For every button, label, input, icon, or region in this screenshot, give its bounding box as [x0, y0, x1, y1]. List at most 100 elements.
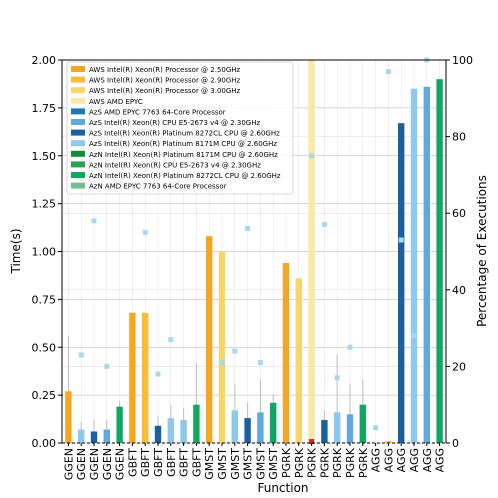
percent-marker: [168, 337, 174, 343]
percent-marker: [385, 68, 391, 74]
legend-label: AzN AMD EPYC 7763 64-Core Processor: [89, 183, 227, 191]
percent-marker: [347, 344, 353, 350]
x-tick-label: AGG: [408, 448, 421, 472]
y-tick-label: 1.00: [32, 246, 57, 259]
x-tick-label: AGG: [382, 448, 395, 472]
bar: [321, 420, 328, 443]
x-tick-label: GGEN: [114, 448, 127, 480]
x-tick-label: GBFT: [139, 448, 152, 477]
x-tick-label: GGEN: [75, 448, 88, 480]
legend-items: AWS Intel(R) Xeon(R) Processor @ 2.50GHz…: [71, 66, 281, 191]
percent-marker: [321, 222, 327, 228]
bar: [231, 410, 238, 443]
x-tick-label: GBFT: [152, 448, 165, 477]
x-tick-label: GGEN: [62, 448, 75, 480]
percent-marker: [104, 363, 110, 369]
x-tick-label: PGRK: [293, 447, 306, 478]
bar: [270, 402, 277, 443]
x-tick-label: PGRK: [306, 447, 319, 478]
legend-box: [66, 61, 294, 195]
legend-label: AWS Intel(R) Xeon(R) Processor @ 2.90GHz: [89, 77, 241, 85]
percent-marker: [309, 153, 315, 159]
percent-marker: [91, 218, 97, 224]
legend: AWS Intel(R) Xeon(R) Processor @ 2.50GHz…: [66, 61, 294, 195]
bar: [398, 123, 405, 443]
percent-marker: [411, 333, 417, 339]
x-tick-label: PGRK: [318, 447, 331, 478]
percent-marker: [334, 375, 340, 381]
bar: [436, 79, 443, 444]
x-tick-label: AGG: [370, 448, 383, 472]
bar: [129, 312, 136, 443]
x-tick-label: GMST: [203, 448, 216, 480]
bar: [65, 391, 72, 443]
bar: [295, 278, 302, 443]
x-tick-label: PGRK: [357, 447, 370, 478]
y2-axis-label: Percentage of Executions: [475, 175, 489, 327]
x-tick-label: GBFT: [190, 448, 203, 477]
percent-marker: [78, 352, 84, 358]
y-tick-label: 1.25: [32, 198, 57, 211]
x-tick-label: AGG: [434, 448, 447, 472]
legend-label: AzS Intel(R) Xeon(R) Platinum 8171M CPU …: [89, 140, 277, 148]
bar: [282, 262, 290, 443]
x-tick-label: PGRK: [344, 447, 357, 478]
y2-tick-label: 0: [452, 437, 459, 450]
percent-marker: [373, 425, 379, 431]
y-tick-label: 2.00: [32, 54, 57, 67]
y-tick-label: 0.25: [32, 389, 57, 402]
bar: [193, 404, 200, 443]
x-tick-label: AGG: [421, 448, 434, 472]
x-tick-label: GMST: [216, 448, 229, 480]
bar: [142, 312, 149, 443]
bar: [180, 420, 187, 443]
bar: [154, 425, 162, 443]
x-axis-label: Function: [257, 481, 308, 495]
percent-marker: [245, 226, 251, 232]
percent-marker: [398, 237, 404, 243]
bar: [206, 236, 213, 443]
bar: [385, 441, 392, 443]
legend-label: AzN Intel(R) Xeon(R) Platinum 8272CL CPU…: [89, 172, 281, 180]
x-tick-label: GBFT: [178, 448, 191, 477]
legend-swatch: [71, 119, 85, 125]
legend-swatch: [71, 76, 85, 83]
x-tick-label: GBFT: [165, 448, 178, 477]
bar: [308, 60, 315, 443]
legend-swatch: [71, 161, 85, 168]
legend-swatch: [71, 129, 85, 136]
x-tick-label: PGRK: [280, 447, 293, 478]
legend-swatch: [71, 150, 85, 157]
bar: [359, 404, 366, 443]
x-tick-labels: GGEN GGEN GGEN GGEN GGEN GBFT GBFT GBFT GBFT GBFT…: [62, 443, 447, 480]
legend-label: AzS Intel(R) Xeon(R) CPU E5-2673 v4 @ 2.…: [89, 119, 260, 127]
legend-label: AzS Intel(R) Xeon(R) Platinum 8272CL CPU…: [89, 130, 280, 138]
x-tick-label: GGEN: [88, 448, 101, 480]
x-tick-label: GMST: [267, 448, 280, 480]
bar: [244, 418, 251, 443]
y-tick-label: 1.50: [32, 150, 57, 163]
bar: [78, 429, 85, 443]
percent-marker: [142, 229, 148, 235]
y-tick-label: 0.50: [32, 341, 57, 354]
legend-swatch: [71, 97, 85, 104]
y2-tick-label: 80: [452, 131, 466, 144]
x-tick-label: GMST: [254, 448, 267, 480]
percent-marker: [232, 348, 238, 354]
bar: [103, 429, 110, 443]
error-bars: [67, 335, 364, 443]
legend-swatch: [71, 66, 85, 72]
percent-marker: [257, 360, 263, 366]
legend-swatch: [71, 182, 85, 189]
legend-label: AWS Intel(R) Xeon(R) Processor @ 2.50GHz: [89, 66, 241, 74]
percent-marker-red: [309, 439, 315, 444]
bar: [410, 88, 418, 443]
percent-marker: [155, 371, 161, 377]
y2-tick-label: 100: [452, 54, 473, 67]
legend-swatch: [71, 87, 85, 94]
legend-label: AWS Intel(R) Xeon(R) Processor @ 3.00GHz: [89, 87, 241, 95]
y-tick-labels: 0.00 0.25 0.50 0.75 1.00 1.25 1.50 1.75 2.00: [32, 54, 62, 450]
y2-tick-label: 40: [452, 284, 466, 297]
legend-swatch: [71, 172, 85, 178]
bar: [334, 412, 341, 443]
